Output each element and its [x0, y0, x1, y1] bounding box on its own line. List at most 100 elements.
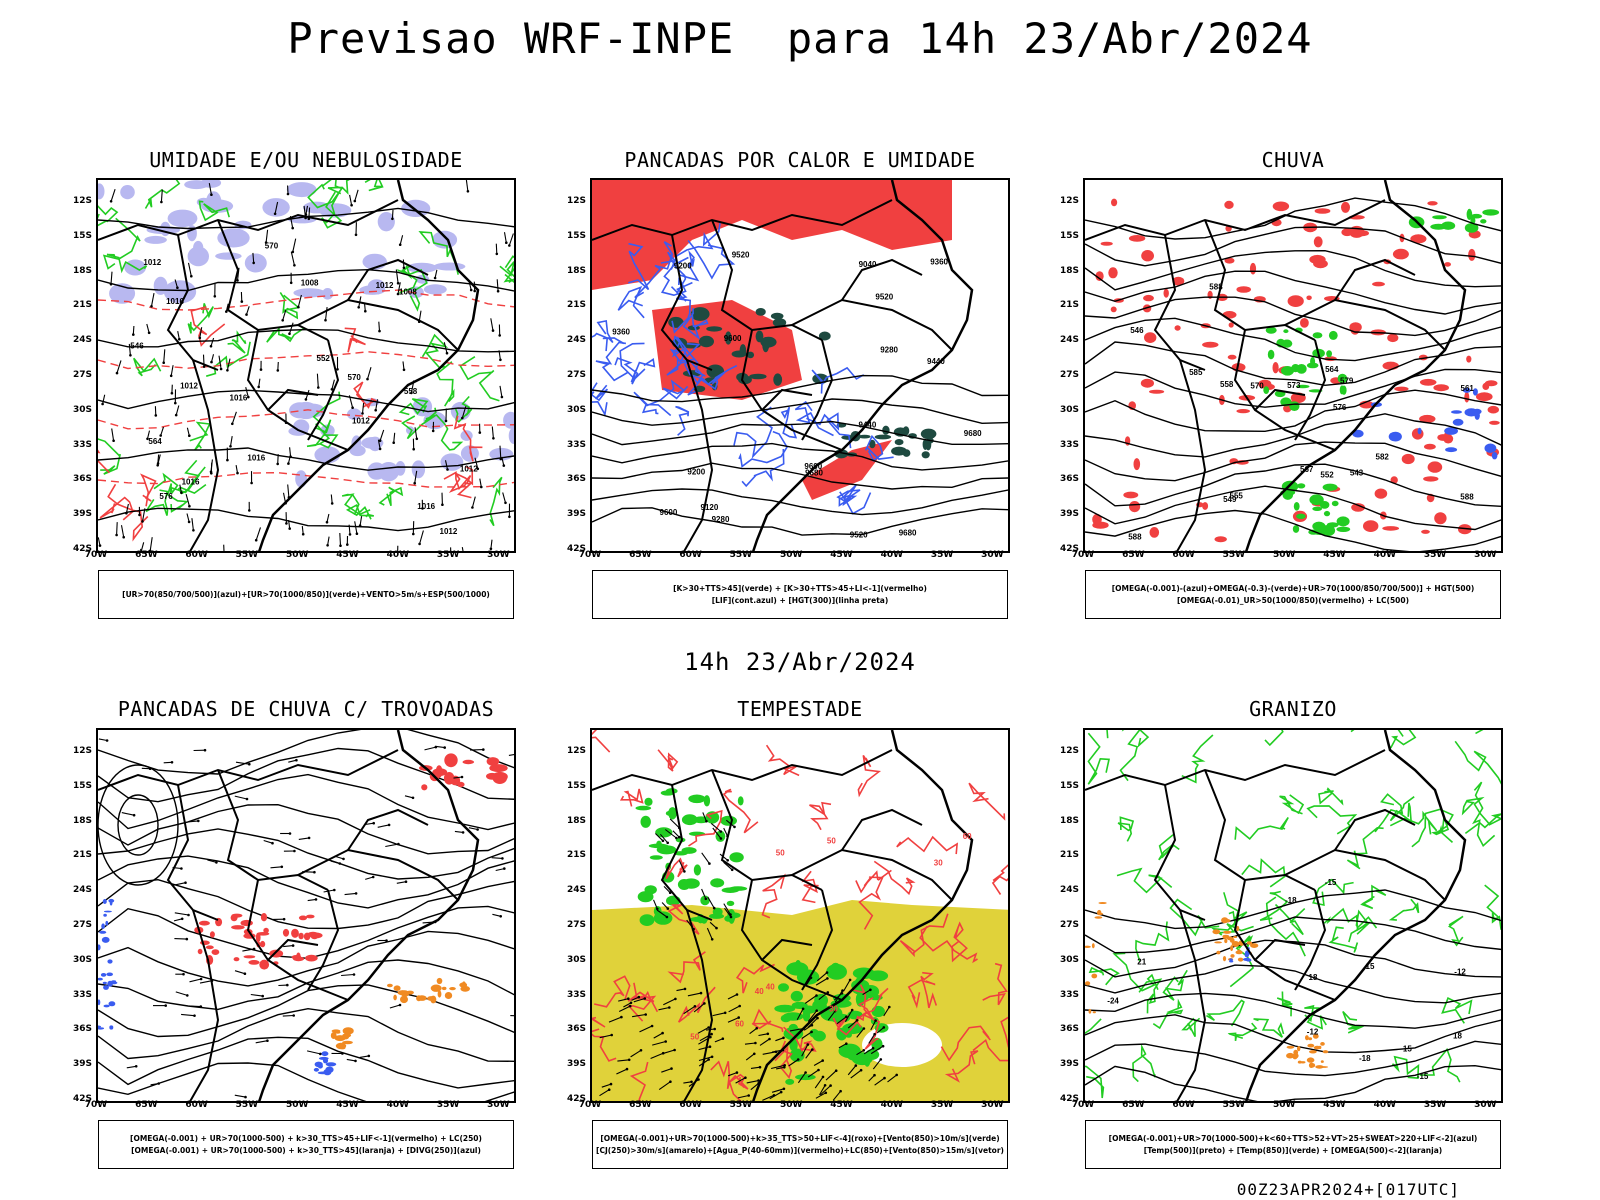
legend-tempestade: [OMEGA(-0.001)+UR>70(1000-500)+k>35_TTS>… [592, 1120, 1008, 1169]
contour-label: -18 [1359, 1054, 1371, 1063]
contour-label: 9280 [880, 345, 898, 354]
lat-label: 12S [1059, 746, 1079, 756]
lon-label: 45W [830, 550, 853, 560]
legend-line: [UR>70(850/700/500)](azul)+[UR>70(1000/8… [122, 589, 490, 599]
contour-label: 570 [1250, 382, 1264, 391]
lon-label: 70W [84, 550, 108, 560]
contour-label: 564 [1325, 365, 1339, 374]
lon-label: 50W [1272, 1100, 1296, 1110]
contour-label: 543 [1350, 468, 1364, 477]
lat-label: 39S [566, 509, 586, 520]
lat-label: 33S [566, 439, 586, 450]
contour-label: 18 [1453, 1032, 1462, 1041]
lon-label: 40W [880, 1100, 904, 1110]
contour-label: 579 [1340, 377, 1354, 386]
lat-label: 30S [1059, 954, 1079, 965]
contour-label: -15 [1417, 1072, 1429, 1081]
contour-label: 555 [1230, 491, 1244, 500]
lat-label: 27S [1059, 370, 1079, 380]
lon-label: 30W [487, 1100, 510, 1110]
lon-label: 70W [578, 550, 602, 560]
map-graphic: 9680968096809600960096009520952095209440… [592, 180, 1008, 551]
lat-label: 24S [72, 885, 92, 896]
lat-label: 30S [1059, 404, 1079, 415]
contour-label: 570 [348, 373, 362, 382]
legend-granizo: [OMEGA(-0.001)+UR>70(1000-500)+k<60+TTS>… [1085, 1120, 1501, 1169]
lat-label: 27S [566, 370, 586, 380]
lat-label: 12S [72, 746, 92, 756]
contour-label: 21 [1137, 958, 1146, 967]
lon-label: 65W [1122, 550, 1145, 560]
contour-label: 552 [317, 354, 331, 363]
lon-label: 60W [679, 550, 702, 560]
legend-line: [OMEGA(-0.001)+UR>70(1000-500)+k>35_TTS>… [600, 1133, 1000, 1143]
contour-label: 60 [963, 832, 972, 841]
contour-label: 1016 [166, 297, 184, 306]
lon-label: 45W [336, 1100, 359, 1110]
forecast-title: Previsao WRF-INPE para 14h 23/Abr/2024 [287, 14, 1313, 63]
lon-label: 65W [629, 550, 652, 560]
lon-label: 60W [185, 1100, 208, 1110]
lon-label: 40W [1373, 550, 1397, 560]
legend-pancadas-calor: [K>30+TTS>45](verde) + [K>30+TTS>45+LI<-… [592, 570, 1008, 619]
contour-label: 567 [1300, 465, 1314, 474]
lat-label: 21S [566, 850, 586, 861]
lat-label: 33S [566, 989, 586, 1000]
lat-label: 36S [1059, 1024, 1079, 1035]
lon-label: 55W [235, 1100, 259, 1110]
map-trovoadas [96, 728, 516, 1103]
lat-label: 24S [566, 885, 586, 896]
lat-label: 36S [566, 474, 586, 485]
contour-label: 1016 [247, 454, 265, 463]
contour-label: -15 [1325, 878, 1337, 887]
lat-label: 36S [1059, 474, 1079, 485]
lat-label: 33S [72, 439, 92, 450]
contour-label: 1012 [460, 465, 478, 474]
lat-label: 18S [1059, 815, 1079, 826]
panel-title-umidade: UMIDADE E/OU NEBULOSIDADE [149, 148, 463, 172]
lat-label: 42S [72, 1094, 92, 1104]
legend-line: [Temp(500)](preto) + [Temp(850)](verde) … [1143, 1145, 1443, 1155]
contour-label: 1012 [376, 281, 394, 290]
contour-label: 1012 [352, 417, 370, 426]
lat-label: 12S [1059, 196, 1079, 206]
contour-label: 1016 [182, 478, 200, 487]
contour-label: 1008 [301, 278, 319, 287]
map-graphic: 1012 1012 1012 1012 1012 1016 1016 1016 1008 1008… [98, 180, 514, 551]
map-pancadas-calor: 9680 9680 9680 9600 9600 9600 9520 9520 9520 9440… [590, 178, 1010, 553]
lon-label: 45W [336, 550, 359, 560]
legend-trovoadas: [OMEGA(-0.001) + UR>70(1000-500) + k>30_… [98, 1120, 514, 1169]
lat-label: 30S [566, 954, 586, 965]
lon-label: 65W [135, 1100, 158, 1110]
lat-label: 18S [72, 815, 92, 826]
panel-title-pancadas-calor: PANCADAS POR CALOR E UMIDADE [624, 148, 976, 172]
legend-line: [OMEGA(-0.001)+UR>70(1000-500)+k<60+TTS>… [1108, 1133, 1478, 1143]
lat-label: 39S [72, 509, 92, 520]
lon-label: 50W [779, 1100, 803, 1110]
lon-label: 45W [1323, 550, 1346, 560]
lon-label: 50W [1272, 550, 1296, 560]
lon-label: 30W [981, 1100, 1004, 1110]
contour-label: 558 [404, 387, 418, 396]
lon-label: 35W [1423, 550, 1447, 560]
lat-label: 42S [1059, 544, 1079, 554]
lat-label: 15S [72, 780, 92, 791]
contour-label: 552 [1320, 471, 1334, 480]
lon-label: 55W [235, 550, 259, 560]
contour-label: 9280 [712, 515, 730, 524]
lon-label: 50W [285, 1100, 309, 1110]
contour-label: 549 [1223, 495, 1237, 504]
lat-label: 33S [1059, 439, 1079, 450]
contour-label: 9200 [687, 468, 705, 477]
contour-label: 573 [1287, 381, 1301, 390]
legend-line: [OMEGA(-0.01)_UR>50(1000/850)(vermelho) … [1176, 595, 1410, 605]
lon-label: 70W [1071, 1100, 1095, 1110]
lon-label: 70W [84, 1100, 108, 1110]
legend-chuva: [OMEGA(-0.001)-(azul)+OMEGA(-0.3)-(verde… [1085, 570, 1501, 619]
contour-label: 1012 [143, 258, 161, 267]
lon-label: 60W [185, 550, 208, 560]
contour-label: -18 [1285, 896, 1297, 905]
map-granizo: -12 -12 -15 -15 -18 -18 -24 15 15 18 18 21 [1083, 728, 1503, 1103]
lat-label: 27S [72, 370, 92, 380]
lat-label: 42S [1059, 1094, 1079, 1104]
